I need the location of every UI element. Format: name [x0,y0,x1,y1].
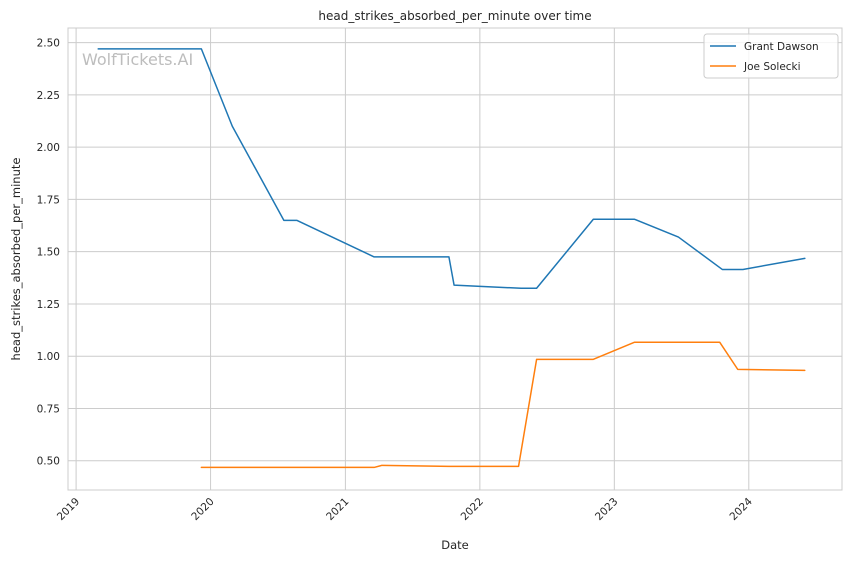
watermark: WolfTickets.AI [82,50,193,69]
plot-frame [67,27,843,491]
y-axis-label: head_strikes_absorbed_per_minute [9,158,23,361]
y-tick-label: 1.00 [37,351,60,363]
y-axis-ticks: 0.50 0.75 1.00 1.25 1.50 1.75 2.00 2.25 2.50 [37,38,60,468]
y-tick-label: 0.50 [37,456,60,468]
grid [68,28,842,490]
legend: Grant Dawson Joe Solecki [703,33,839,79]
chart-title: head_strikes_absorbed_per_minute over ti… [318,9,591,23]
legend-label: Grant Dawson [744,41,819,53]
series-line-2 [200,341,806,469]
legend-label: Joe Solecki [743,61,801,73]
y-tick-label: 0.75 [37,403,60,415]
x-axis-label: Date [441,538,469,552]
legend-box [703,33,839,79]
y-tick-label: 1.25 [37,299,60,311]
y-tick-label: 2.00 [37,142,60,154]
y-tick-label: 2.50 [37,38,60,50]
y-tick-label: 2.25 [37,90,60,102]
series-layer [97,48,806,469]
plot-area [68,28,842,490]
y-tick-label: 1.50 [37,247,60,259]
y-tick-label: 1.75 [37,194,60,206]
series-line-1 [97,48,806,290]
